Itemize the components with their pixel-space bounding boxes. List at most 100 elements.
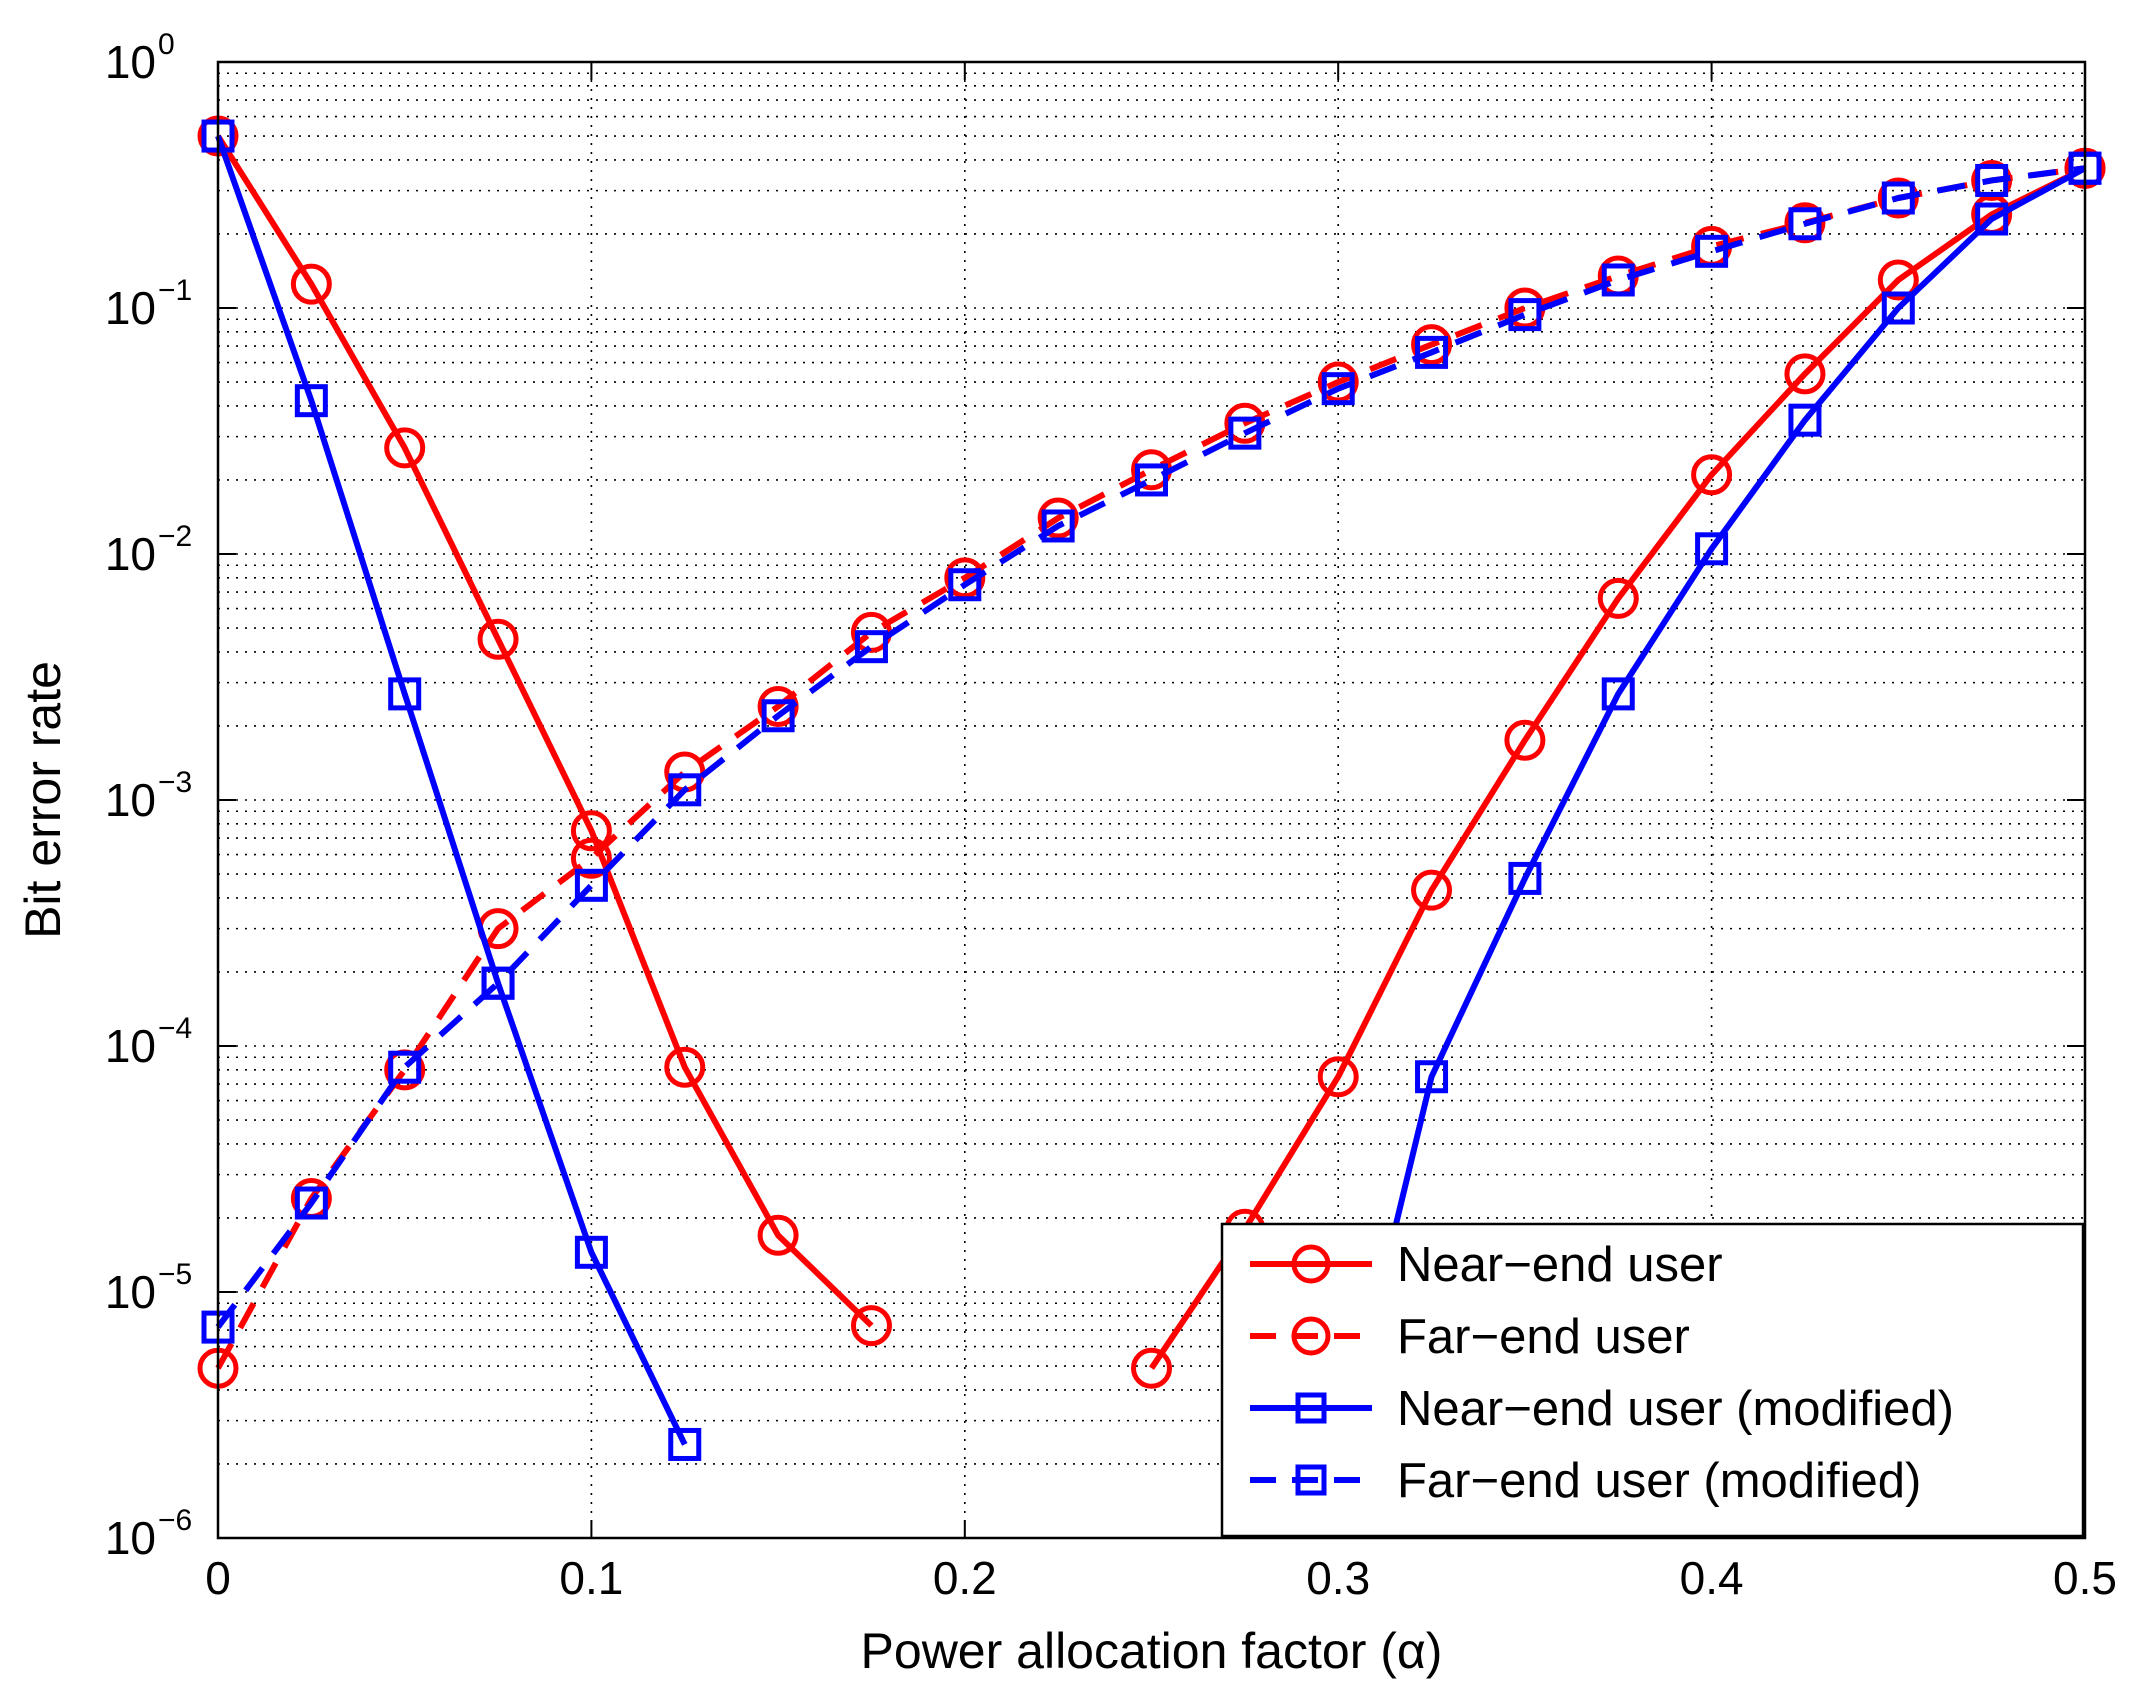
- y-tick-label-exponent: −1: [158, 274, 192, 307]
- data-point-marker: [1601, 677, 1635, 711]
- data-point-marker: [1291, 1244, 1331, 1284]
- y-tick-label: 10 −1: [105, 274, 192, 334]
- data-point-marker: [1295, 1392, 1327, 1424]
- x-tick-label: 0.3: [1306, 1552, 1370, 1604]
- y-tick-label-exponent: −2: [158, 520, 192, 553]
- data-point-marker: [1295, 1464, 1327, 1496]
- data-point-marker: [1411, 324, 1453, 366]
- y-tick-label-base: 10: [105, 774, 156, 826]
- grid: [218, 62, 2085, 1538]
- data-point-marker: [668, 1427, 702, 1461]
- y-tick-label-exponent: −4: [158, 1012, 192, 1045]
- data-point-marker: [1695, 532, 1729, 566]
- y-tick-label-base: 10: [105, 1512, 156, 1564]
- legend-label: Far−end user (modified): [1397, 1454, 1921, 1508]
- data-point-marker: [290, 263, 332, 305]
- y-tick-label: 10 −4: [105, 1012, 192, 1072]
- data-point-marker: [1788, 207, 1822, 241]
- data-point-marker: [1131, 1347, 1172, 1389]
- tick-labels: 0 0.1 0.2 0.3 0.4 0.510−610−510−410−310−210−1…: [105, 28, 2117, 1604]
- data-point-marker: [388, 1050, 422, 1084]
- series-line: [215, 134, 874, 1328]
- data-point-marker: [294, 1186, 328, 1220]
- data-point-marker: [948, 568, 982, 602]
- data-point-marker: [1135, 463, 1168, 497]
- data-point-marker: [1508, 861, 1542, 895]
- x-axis-label: Power allocation factor (α): [861, 1623, 1443, 1679]
- data-point-marker: [1317, 1056, 1359, 1098]
- legend-label: Near−end user: [1397, 1238, 1723, 1292]
- x-tick-label: 0.2: [933, 1552, 997, 1604]
- y-tick-label: 10 0: [105, 28, 175, 88]
- y-tick-label: 10 −5: [105, 1258, 192, 1318]
- data-point-marker: [574, 1235, 608, 1269]
- legend-item: Far−end user: [1250, 1310, 1690, 1364]
- data-point-marker: [664, 1046, 706, 1088]
- series-1: [197, 115, 2106, 1389]
- data-point-marker: [574, 868, 608, 902]
- data-point-marker: [761, 699, 795, 733]
- data-point-marker: [1784, 202, 1826, 244]
- data-point-marker: [1691, 454, 1733, 496]
- data-point-marker: [944, 557, 986, 599]
- data-point-marker: [1881, 181, 1915, 215]
- x-tick-label: 0.4: [1680, 1552, 1744, 1604]
- y-tick-label: 10 −6: [105, 1504, 192, 1564]
- y-axis-label: Bit error rate: [15, 661, 71, 939]
- data-point-marker: [481, 966, 515, 1000]
- series-3: [201, 119, 2102, 1481]
- data-point-marker: [1228, 416, 1262, 450]
- data-point-marker: [1504, 719, 1546, 761]
- data-point-marker: [1317, 361, 1359, 403]
- y-tick-label-exponent: −5: [158, 1258, 192, 1291]
- data-point-marker: [1784, 353, 1826, 395]
- data-point-marker: [1877, 177, 1919, 219]
- data-point-marker: [570, 837, 612, 879]
- data-point-marker: [1881, 291, 1915, 325]
- legend-item: Near−end user: [1250, 1238, 1723, 1292]
- data-point-marker: [757, 1214, 799, 1256]
- data-point-marker: [1037, 497, 1079, 539]
- data-point-marker: [1601, 263, 1635, 297]
- legend-box: [1220, 1222, 2085, 1538]
- data-point-marker: [1695, 234, 1729, 268]
- data-point-marker: [1321, 372, 1355, 406]
- x-tick-label: 0.5: [2053, 1552, 2117, 1604]
- legend: Near−end user Far−end user Near−end user (…: [1220, 1222, 2085, 1538]
- legend-label: Far−end user: [1397, 1310, 1690, 1364]
- data-point-marker: [668, 773, 702, 807]
- x-tick-label: 0.1: [559, 1552, 623, 1604]
- y-tick-label: 10 −2: [105, 520, 192, 580]
- legend-item: Near−end user (modified): [1250, 1382, 1954, 1436]
- series-line: [215, 165, 2086, 1329]
- data-point-marker: [1788, 403, 1822, 437]
- y-tick-label: 10 −3: [105, 766, 192, 826]
- data-point-marker: [1508, 298, 1542, 332]
- data-point-marker: [854, 630, 888, 664]
- data-point-marker: [1597, 577, 1639, 619]
- y-tick-label-exponent: 0: [158, 28, 175, 61]
- data-point-marker: [1291, 1316, 1331, 1356]
- axis-ticks: [217, 61, 2086, 1539]
- y-tick-label-base: 10: [105, 282, 156, 334]
- legend-item: Far−end user (modified): [1250, 1454, 1921, 1508]
- data-point-marker: [1411, 869, 1453, 911]
- y-tick-label-base: 10: [105, 36, 156, 88]
- data-point-marker: [1877, 259, 1919, 301]
- legend-label: Near−end user (modified): [1397, 1382, 1954, 1436]
- series-line: [1149, 165, 2087, 1370]
- data-point-marker: [570, 810, 612, 852]
- data-point-marker: [757, 685, 799, 727]
- x-tick-label: 0: [205, 1552, 231, 1604]
- data-point-marker: [294, 384, 328, 418]
- y-tick-label-base: 10: [105, 1266, 156, 1318]
- y-tick-label-base: 10: [105, 528, 156, 580]
- data-point-marker: [384, 427, 426, 469]
- data-point-marker: [1415, 1060, 1449, 1094]
- series-layer: [197, 115, 2106, 1481]
- y-tick-label-exponent: −3: [158, 766, 192, 799]
- y-tick-label-exponent: −6: [158, 1504, 192, 1537]
- data-point-marker: [850, 1305, 892, 1347]
- data-point-marker: [388, 677, 422, 711]
